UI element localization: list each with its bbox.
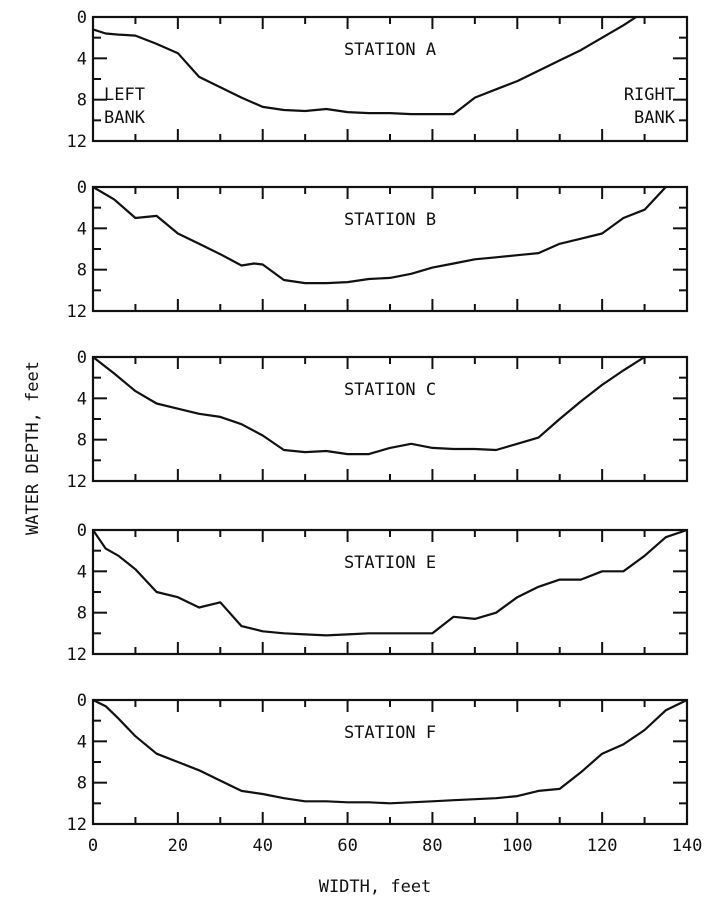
y-tick-label: 8 bbox=[77, 604, 87, 624]
panel-station-a: 0 4 8 12 STATION A bbox=[67, 8, 689, 152]
right-bank-line-2: BANK bbox=[634, 108, 676, 128]
x-tick-label: 100 bbox=[502, 836, 533, 856]
y-tick-label: 0 bbox=[77, 521, 87, 541]
depth-profile-line bbox=[92, 528, 688, 637]
y-tick-label: 12 bbox=[67, 472, 87, 492]
x-axis-title: WIDTH, feet bbox=[319, 877, 432, 897]
left-bank-annotation: LEFT BANK bbox=[104, 85, 146, 128]
x-tick-label: 0 bbox=[88, 836, 98, 856]
y-tick-label: 4 bbox=[77, 562, 87, 582]
station-label: STATION B bbox=[344, 210, 436, 230]
depth-profile-line bbox=[92, 356, 646, 456]
y-axis-title: WATER DEPTH, feet bbox=[23, 361, 43, 535]
panel-station-b: 0 4 8 12 STATION B bbox=[67, 178, 689, 322]
left-bank-line-2: BANK bbox=[104, 108, 146, 128]
y-tick-label: 8 bbox=[77, 431, 87, 451]
station-label: STATION A bbox=[344, 40, 436, 60]
y-tick-label: 0 bbox=[77, 178, 87, 198]
station-label: STATION F bbox=[344, 723, 436, 743]
right-bank-annotation: RIGHT BANK bbox=[624, 85, 676, 128]
left-bank-line-1: LEFT bbox=[104, 85, 145, 105]
panel-frame bbox=[91, 15, 689, 143]
station-label: STATION C bbox=[344, 380, 436, 400]
x-tick-label: 40 bbox=[252, 836, 272, 856]
x-tick-label: 20 bbox=[168, 836, 188, 856]
y-tick-label: 0 bbox=[77, 8, 87, 28]
y-tick-label: 8 bbox=[77, 261, 87, 281]
x-tick-label: 120 bbox=[587, 836, 618, 856]
depth-profile-line bbox=[92, 16, 637, 116]
panel-station-e: 0 4 8 12 STATION E bbox=[67, 521, 689, 665]
x-tick-label: 60 bbox=[337, 836, 357, 856]
panel-frame bbox=[91, 698, 689, 826]
station-label: STATION E bbox=[344, 553, 436, 573]
x-tick-label: 80 bbox=[422, 836, 442, 856]
y-tick-label: 0 bbox=[77, 348, 87, 368]
y-tick-label: 0 bbox=[77, 691, 87, 711]
y-tick-label: 12 bbox=[67, 815, 87, 835]
x-tick-labels: 0 20 40 60 80 100 120 140 bbox=[88, 836, 702, 856]
y-tick-label: 8 bbox=[77, 774, 87, 794]
panel-station-f: 0 4 8 12 STATION F bbox=[67, 691, 689, 835]
right-bank-line-1: RIGHT bbox=[624, 85, 675, 105]
depth-profile-line bbox=[92, 699, 688, 805]
panel-station-c: 0 4 8 12 STATION C bbox=[67, 348, 689, 492]
y-tick-label: 12 bbox=[67, 132, 87, 152]
y-tick-label: 4 bbox=[77, 49, 87, 69]
y-tick-label: 12 bbox=[67, 302, 87, 322]
y-tick-label: 4 bbox=[77, 389, 87, 409]
y-tick-label: 4 bbox=[77, 219, 87, 239]
panel-frame bbox=[91, 355, 689, 483]
y-tick-label: 4 bbox=[77, 732, 87, 752]
panel-frame bbox=[91, 185, 689, 313]
x-tick-label: 140 bbox=[672, 836, 703, 856]
depth-profile-line bbox=[92, 186, 667, 285]
y-tick-label: 8 bbox=[77, 91, 87, 111]
y-tick-label: 12 bbox=[67, 645, 87, 665]
panel-frame bbox=[91, 528, 689, 656]
panels-group: 0 4 8 12 STATION A 0 4 8 12 STATION B 0 4 8 12 STATION… bbox=[67, 8, 689, 835]
